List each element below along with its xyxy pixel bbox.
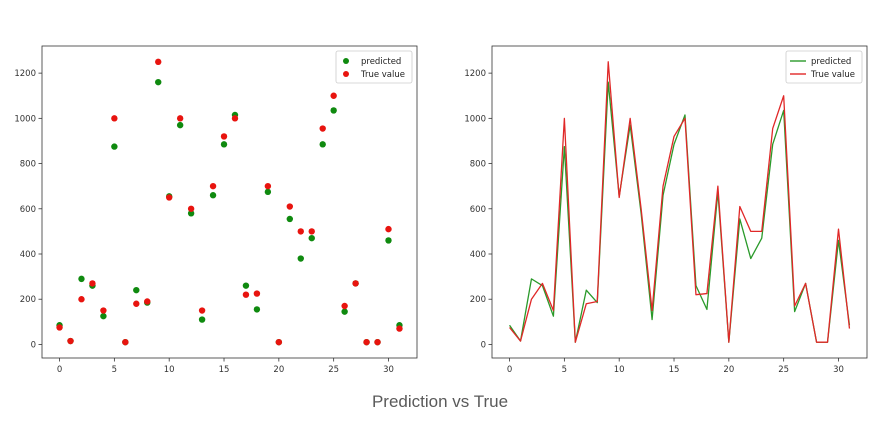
true-value-point [253,290,261,297]
true-value-point [155,58,162,66]
y-tick-label: 1000 [464,114,486,124]
predicted-point [385,237,392,244]
true-value-point [297,228,304,235]
x-tick-label: 15 [669,365,680,375]
figure-caption: Prediction vs True [371,392,509,411]
predicted-point [187,210,195,217]
predicted-point [198,316,206,323]
x-tick-label: 0 [57,365,62,375]
x-tick-label: 15 [219,365,230,375]
predicted-point [242,282,250,289]
true-value-point [67,337,74,345]
predicted-point [253,306,261,313]
true-value-point [275,338,283,346]
x-tick-label: 20 [273,365,284,375]
predicted-point [100,312,107,320]
y-tick-label: 600 [20,205,36,215]
true-value-point [220,133,228,140]
true-value-point [111,115,118,122]
legend-box [785,50,863,84]
x-tick-label: 30 [383,365,394,375]
y-tick-label: 1200 [14,69,36,79]
true-value-point [209,182,217,190]
predicted-line [509,81,851,343]
true-value-point [78,296,85,303]
legend-label: predicted [361,57,401,67]
true-value-point [374,338,381,346]
y-tick-label: 1000 [14,114,36,124]
true-value-point [242,291,250,298]
predicted-point [155,78,162,86]
predicted-point [133,286,140,294]
true-value-point [187,205,195,212]
y-tick-label: 400 [20,250,36,260]
x-tick-label: 10 [164,365,175,375]
true-value-point [396,325,403,332]
y-tick-label: 800 [20,160,36,170]
predicted-point [220,141,228,148]
true-value-point [122,338,129,346]
y-tick-label: 0 [481,340,486,350]
x-tick-label: 20 [723,365,734,375]
y-tick-label: 600 [470,205,486,215]
predicted-point [209,192,217,199]
true-value-line [509,61,851,343]
y-tick-label: 200 [20,295,36,305]
true-value-point [308,228,315,235]
x-tick-label: 30 [833,365,844,375]
true-value-point [165,194,173,201]
x-tick-label: 25 [328,365,339,375]
y-tick-label: 400 [470,250,486,260]
predicted-point [264,188,272,196]
true-value-point [176,115,184,122]
true-value-point [385,225,392,233]
legend-label: predicted [811,57,851,67]
y-tick-label: 800 [470,160,486,170]
y-tick-label: 0 [31,340,36,350]
x-tick-label: 5 [112,365,117,375]
x-tick-label: 25 [778,365,789,375]
plot-area-frame [491,45,868,359]
true-value-point [133,300,140,307]
predicted-point [176,121,184,129]
true-value-point [56,324,63,331]
true-value-point [363,338,370,346]
true-value-point [341,302,348,310]
predicted-point [341,308,348,315]
legend-box [335,50,413,84]
legend-marker [343,71,349,77]
true-value-point [352,280,359,287]
x-tick-label: 5 [562,365,567,375]
true-value-point [198,307,206,314]
true-value-point [286,203,294,210]
true-value-point [144,298,151,305]
y-tick-label: 1200 [464,69,486,79]
predicted-point [319,141,326,148]
line-chart: 0 5 10 15 20 25 30 0 200 400 600 800 1000 1200 predict… [464,45,868,375]
x-tick-label: 0 [507,365,512,375]
predicted-point [297,255,304,262]
predicted-point [111,143,118,150]
x-tick-label: 10 [614,365,625,375]
predicted-point [330,107,337,114]
true-value-point [319,125,326,132]
predicted-point [286,215,294,223]
scatter-chart: 0 5 10 15 20 25 30 0 200 400 600 800 1000 1200 predict… [14,45,418,375]
plot-area-frame [41,45,418,359]
legend-label: True value [360,70,405,80]
legend-marker [343,58,349,64]
true-value-point [231,115,239,122]
true-value-point [264,182,272,190]
true-value-point [89,280,96,287]
legend-label: True value [810,70,855,80]
y-tick-label: 200 [470,295,486,305]
predicted-point [78,275,85,283]
true-value-point [100,307,107,314]
true-value-point [330,92,337,99]
predicted-point [308,234,315,242]
